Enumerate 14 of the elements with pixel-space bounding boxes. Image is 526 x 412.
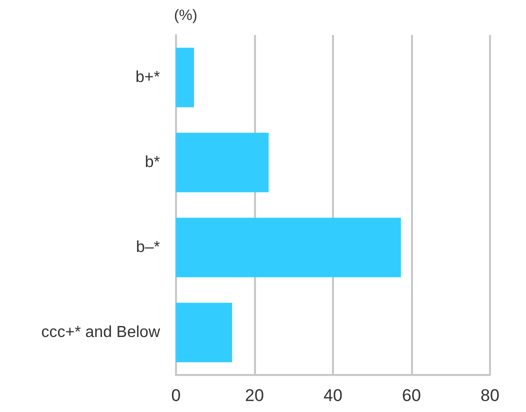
x-tick-label: 40 [324, 386, 342, 405]
bar [176, 302, 232, 362]
bar [176, 218, 401, 278]
y-tick-label: b+* [136, 69, 160, 86]
bar [176, 132, 269, 192]
x-axis-title: (%) [174, 7, 198, 24]
y-tick-label: b–* [136, 239, 160, 256]
bar [176, 48, 194, 108]
x-tick-label: 0 [171, 386, 181, 405]
x-tick-label: 80 [480, 386, 500, 405]
x-tick-label: 60 [402, 386, 421, 405]
x-tick-label: 20 [245, 386, 264, 405]
y-tick-label: b* [144, 154, 160, 171]
y-tick-label: ccc+* and Below [41, 324, 160, 341]
